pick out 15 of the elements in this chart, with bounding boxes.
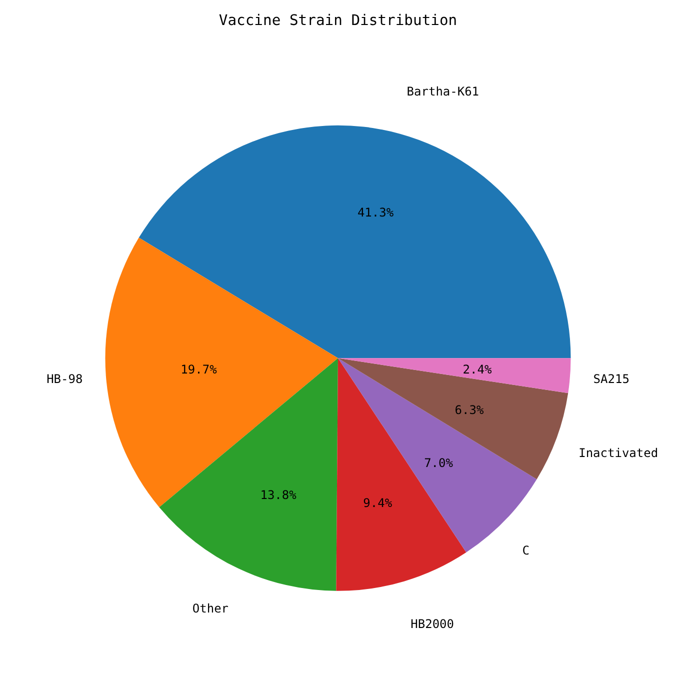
slice-label: HB2000 — [410, 616, 454, 631]
data-label: 2.4% — [462, 362, 492, 377]
slice-label: Inactivated — [578, 446, 658, 460]
data-label: 19.7% — [180, 362, 218, 377]
data-label: 7.0% — [424, 456, 454, 470]
slice-label: C — [522, 543, 530, 558]
data-label: 13.8% — [260, 488, 298, 502]
slice-label: HB-98 — [46, 372, 83, 386]
slice-label: Other — [192, 602, 229, 616]
slice-label: Bartha-K61 — [406, 84, 480, 98]
chart-title: Vaccine Strain Distribution — [218, 12, 458, 30]
data-label: 41.3% — [357, 206, 394, 220]
slice-label: SA215 — [593, 372, 630, 386]
data-label: 9.4% — [363, 496, 393, 510]
data-label: 6.3% — [454, 402, 484, 417]
